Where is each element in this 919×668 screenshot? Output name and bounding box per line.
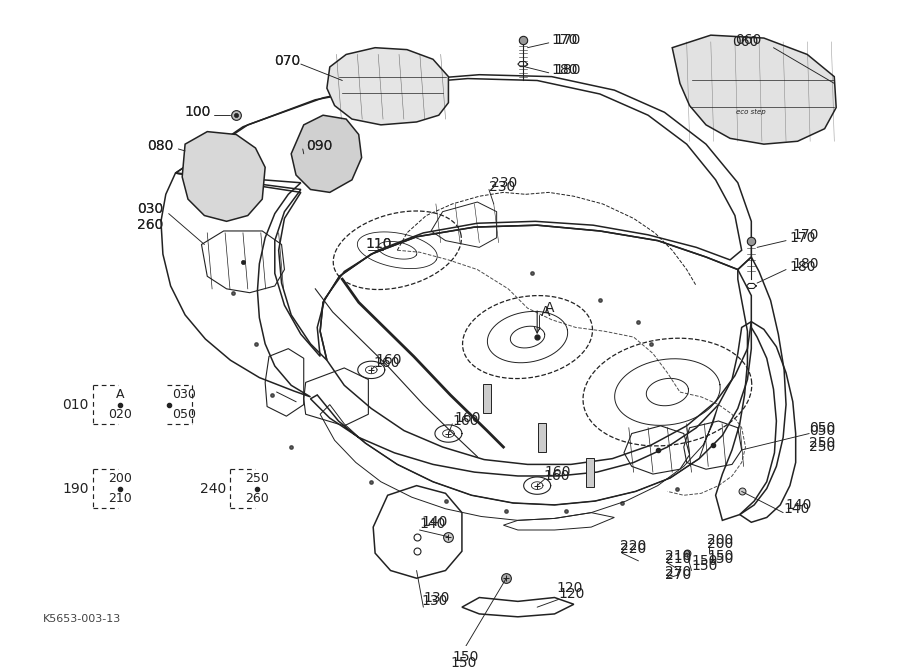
Text: 020: 020 xyxy=(108,407,132,421)
Text: 180: 180 xyxy=(554,63,581,77)
Text: 110: 110 xyxy=(365,237,391,251)
Text: 180: 180 xyxy=(792,257,819,271)
Text: 070: 070 xyxy=(274,54,301,68)
Text: 080: 080 xyxy=(147,139,174,153)
Text: 170: 170 xyxy=(792,228,818,242)
Text: 150: 150 xyxy=(691,558,717,572)
Text: 200: 200 xyxy=(706,532,732,546)
Text: 050: 050 xyxy=(809,421,834,435)
Text: 270: 270 xyxy=(664,565,691,579)
Text: 180: 180 xyxy=(789,260,815,274)
Text: 150: 150 xyxy=(706,549,732,563)
Text: 090: 090 xyxy=(305,139,332,153)
Text: 220: 220 xyxy=(619,539,646,553)
Text: 140: 140 xyxy=(784,498,811,512)
Bar xyxy=(538,423,545,452)
Text: 270: 270 xyxy=(664,568,691,582)
Text: 160: 160 xyxy=(373,356,399,370)
Text: 120: 120 xyxy=(558,587,584,601)
Text: 010: 010 xyxy=(62,397,88,411)
Text: 100: 100 xyxy=(185,106,210,120)
Text: 080: 080 xyxy=(147,139,174,153)
Text: 200: 200 xyxy=(108,472,132,486)
Text: 060: 060 xyxy=(734,33,760,47)
Text: 050: 050 xyxy=(173,407,197,421)
Text: K5653-003-13: K5653-003-13 xyxy=(43,614,121,624)
Polygon shape xyxy=(672,35,835,144)
Text: 210: 210 xyxy=(664,549,691,563)
Text: 240: 240 xyxy=(200,482,226,496)
Text: 230: 230 xyxy=(488,180,515,194)
Text: 200: 200 xyxy=(706,536,732,550)
Text: 130: 130 xyxy=(423,591,449,605)
Text: 180: 180 xyxy=(551,63,577,77)
Text: 130: 130 xyxy=(421,595,448,609)
Text: 060: 060 xyxy=(732,35,757,49)
Text: 170: 170 xyxy=(551,33,577,47)
Text: 260: 260 xyxy=(136,218,163,232)
Text: 100: 100 xyxy=(185,106,210,120)
Text: 160: 160 xyxy=(543,469,570,483)
Text: 090: 090 xyxy=(305,139,332,153)
Text: 070: 070 xyxy=(274,54,301,68)
Polygon shape xyxy=(326,47,448,125)
Text: 170: 170 xyxy=(554,33,580,47)
Text: eco step: eco step xyxy=(735,110,766,116)
Text: 030: 030 xyxy=(137,202,163,216)
Text: 050: 050 xyxy=(809,424,834,438)
Text: 150: 150 xyxy=(706,552,732,566)
Text: 160: 160 xyxy=(452,414,478,428)
Text: 260: 260 xyxy=(136,218,163,232)
Bar xyxy=(482,384,491,413)
Text: 170: 170 xyxy=(789,230,815,244)
Text: 260: 260 xyxy=(245,492,269,504)
Text: A: A xyxy=(540,305,550,319)
Text: 150: 150 xyxy=(450,656,476,668)
Text: 030: 030 xyxy=(137,202,163,216)
Text: 250: 250 xyxy=(245,472,269,486)
Text: 150: 150 xyxy=(691,554,717,568)
Text: 250: 250 xyxy=(809,440,834,454)
Text: 230: 230 xyxy=(491,176,516,190)
Text: 110: 110 xyxy=(365,237,391,251)
Text: 140: 140 xyxy=(419,517,446,531)
Text: 030: 030 xyxy=(173,389,196,401)
Text: 120: 120 xyxy=(556,581,583,595)
Text: 210: 210 xyxy=(664,552,691,566)
Text: 210: 210 xyxy=(108,492,132,504)
Text: A: A xyxy=(116,389,125,401)
Text: 190: 190 xyxy=(62,482,88,496)
Bar xyxy=(585,458,594,486)
Text: 160: 160 xyxy=(544,465,571,479)
Polygon shape xyxy=(182,132,265,221)
Polygon shape xyxy=(291,115,361,192)
Text: 250: 250 xyxy=(809,436,834,450)
Text: A: A xyxy=(544,301,554,315)
Text: 150: 150 xyxy=(452,651,478,665)
Text: 140: 140 xyxy=(782,502,809,516)
Text: 160: 160 xyxy=(375,353,402,367)
Text: 160: 160 xyxy=(454,411,481,425)
Text: 140: 140 xyxy=(421,515,448,529)
Text: 220: 220 xyxy=(619,542,646,556)
